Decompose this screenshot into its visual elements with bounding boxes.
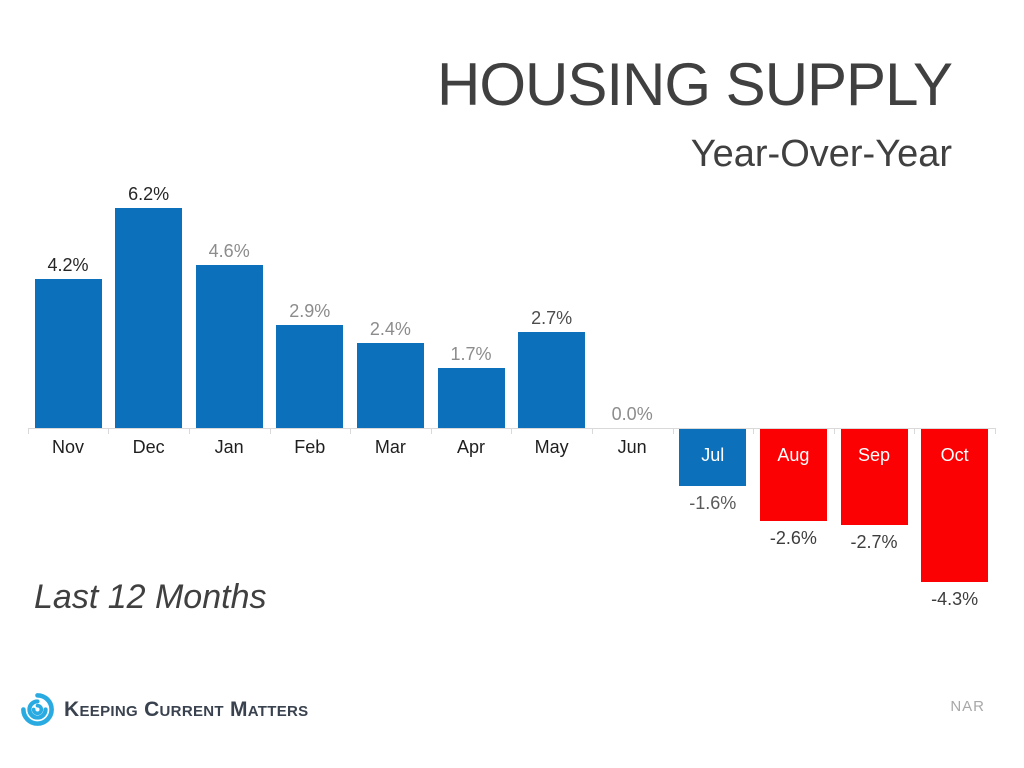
bar-feb — [276, 325, 344, 428]
x-axis-tick — [914, 428, 916, 434]
x-axis-line — [27, 428, 995, 429]
month-label-jan: Jan — [214, 437, 244, 457]
month-label-oct: Oct — [940, 445, 969, 465]
chart-title: HOUSING SUPPLY — [436, 51, 953, 118]
month-label-apr: Apr — [456, 437, 485, 457]
note-last-12-months: Last 12 Months — [34, 578, 267, 616]
bar-nov — [34, 279, 102, 428]
bar-mar — [356, 343, 424, 428]
bar-jan — [195, 265, 263, 428]
month-label-nov: Nov — [51, 437, 84, 457]
value-label-sep: -2.7% — [850, 532, 898, 552]
bar-jul — [679, 429, 747, 486]
x-axis-tick — [269, 428, 271, 434]
value-label-jun: 0.0% — [611, 404, 653, 424]
x-axis-tick — [833, 428, 835, 434]
x-axis-tick — [27, 428, 29, 434]
brand-name: Keeping Current Matters — [64, 697, 309, 721]
value-label-nov: 4.2% — [47, 255, 89, 275]
x-axis-tick — [430, 428, 432, 434]
bar-oct — [921, 429, 989, 582]
month-label-mar: Mar — [374, 437, 406, 457]
value-label-feb: 2.9% — [289, 301, 331, 321]
value-label-aug: -2.6% — [769, 528, 817, 548]
x-axis-tick — [753, 428, 755, 434]
month-label-jul: Jul — [701, 445, 725, 465]
value-label-may: 2.7% — [531, 308, 573, 328]
month-label-jun: Jun — [617, 437, 647, 457]
x-axis-tick — [188, 428, 190, 434]
value-label-jul: -1.6% — [689, 493, 737, 513]
bar-apr — [437, 368, 505, 428]
value-label-dec: 6.2% — [128, 184, 170, 204]
source-label: NAR — [950, 698, 985, 715]
value-label-jan: 4.6% — [208, 241, 250, 261]
x-axis-tick — [108, 428, 110, 434]
x-axis-tick — [994, 428, 996, 434]
bar-aug — [759, 429, 827, 521]
chart-subtitle: Year-Over-Year — [690, 133, 952, 175]
chart-title-block: HOUSING SUPPLY Year-Over-Year — [436, 51, 953, 175]
month-label-dec: Dec — [132, 437, 165, 457]
month-label-aug: Aug — [777, 445, 810, 465]
x-axis-tick — [591, 428, 593, 434]
value-label-mar: 2.4% — [369, 319, 411, 339]
month-label-sep: Sep — [857, 445, 890, 465]
month-label-may: May — [534, 437, 569, 457]
x-axis-tick — [672, 428, 674, 434]
bar-dec — [115, 208, 183, 428]
month-label-feb: Feb — [294, 437, 326, 457]
value-label-apr: 1.7% — [450, 344, 492, 364]
kcm-swirl-logo-icon — [21, 693, 54, 726]
x-axis-tick — [511, 428, 513, 434]
bar-sep — [840, 429, 908, 525]
bar-may — [518, 332, 586, 428]
value-label-oct: -4.3% — [931, 589, 979, 609]
brand-footer: Keeping Current Matters — [21, 693, 308, 726]
x-axis-tick — [350, 428, 352, 434]
